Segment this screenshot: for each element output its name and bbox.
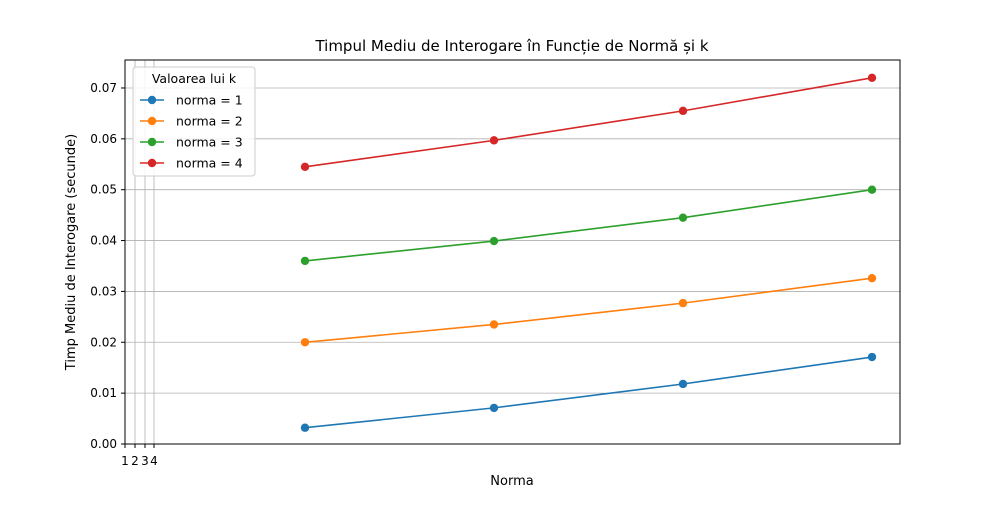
data-point xyxy=(678,106,688,116)
data-point xyxy=(678,298,688,308)
series-group xyxy=(300,73,877,432)
legend-swatch-marker xyxy=(147,158,157,168)
legend-swatch-marker xyxy=(147,116,157,126)
data-point xyxy=(300,423,310,432)
chart-title: Timpul Mediu de Interogare în Funcție de… xyxy=(314,37,708,55)
series-line xyxy=(304,188,873,262)
y-tick-label: 0.01 xyxy=(90,386,117,400)
x-tick-label: 3 xyxy=(141,454,149,468)
data-point xyxy=(867,352,877,362)
series-line xyxy=(304,77,873,168)
data-point xyxy=(489,136,499,145)
plot-frame xyxy=(124,59,901,445)
legend-label: norma = 2 xyxy=(176,114,243,129)
legend-label: norma = 1 xyxy=(176,93,243,108)
data-point xyxy=(867,273,877,283)
series-2 xyxy=(300,273,877,347)
data-point xyxy=(489,320,499,329)
legend-title: Valoarea lui k xyxy=(152,71,237,86)
legend-label: norma = 4 xyxy=(176,156,243,171)
data-point xyxy=(678,379,688,389)
y-tick-label: 0.06 xyxy=(90,132,117,146)
data-point xyxy=(489,403,499,413)
series-4 xyxy=(300,73,877,172)
x-tick-label: 4 xyxy=(150,454,158,468)
y-tick-label: 0.02 xyxy=(90,335,117,349)
data-point xyxy=(489,236,499,246)
data-point xyxy=(867,73,877,83)
series-line xyxy=(304,277,873,344)
y-axis-label: Timp Mediu de Interogare (secunde) xyxy=(64,134,79,371)
legend-item: norma = 2 xyxy=(140,114,243,129)
legend: Valoarea lui k norma = 1 norma = 2 norma =… xyxy=(132,66,256,177)
legend-label: norma = 3 xyxy=(176,135,243,150)
legend-box xyxy=(132,66,256,177)
data-point xyxy=(300,338,310,347)
series-3 xyxy=(300,185,877,266)
y-tick-label: 0.05 xyxy=(90,183,117,197)
legend-swatch-marker xyxy=(147,137,157,147)
legend-item: norma = 1 xyxy=(140,93,243,108)
series-line xyxy=(304,356,873,429)
x-tick-label: 1 xyxy=(121,454,129,468)
y-tick-label: 0.00 xyxy=(90,437,117,451)
legend-item: norma = 4 xyxy=(140,156,243,171)
data-point xyxy=(678,213,688,222)
data-point xyxy=(300,162,310,172)
legend-swatch-marker xyxy=(147,95,157,105)
x-axis-label: Norma xyxy=(490,474,533,489)
y-tick-label: 0.04 xyxy=(90,234,117,248)
axis-ticks: 0.00 0.01 0.02 0.03 0.04 0.05 0.06 0.07 1 2 3 4 xyxy=(90,81,158,468)
legend-item: norma = 3 xyxy=(140,135,243,150)
series-1 xyxy=(300,352,877,432)
x-tick-label: 2 xyxy=(131,454,139,468)
y-tick-label: 0.03 xyxy=(90,284,117,298)
data-point xyxy=(867,185,877,194)
y-tick-label: 0.07 xyxy=(90,81,117,95)
data-point xyxy=(300,256,310,266)
